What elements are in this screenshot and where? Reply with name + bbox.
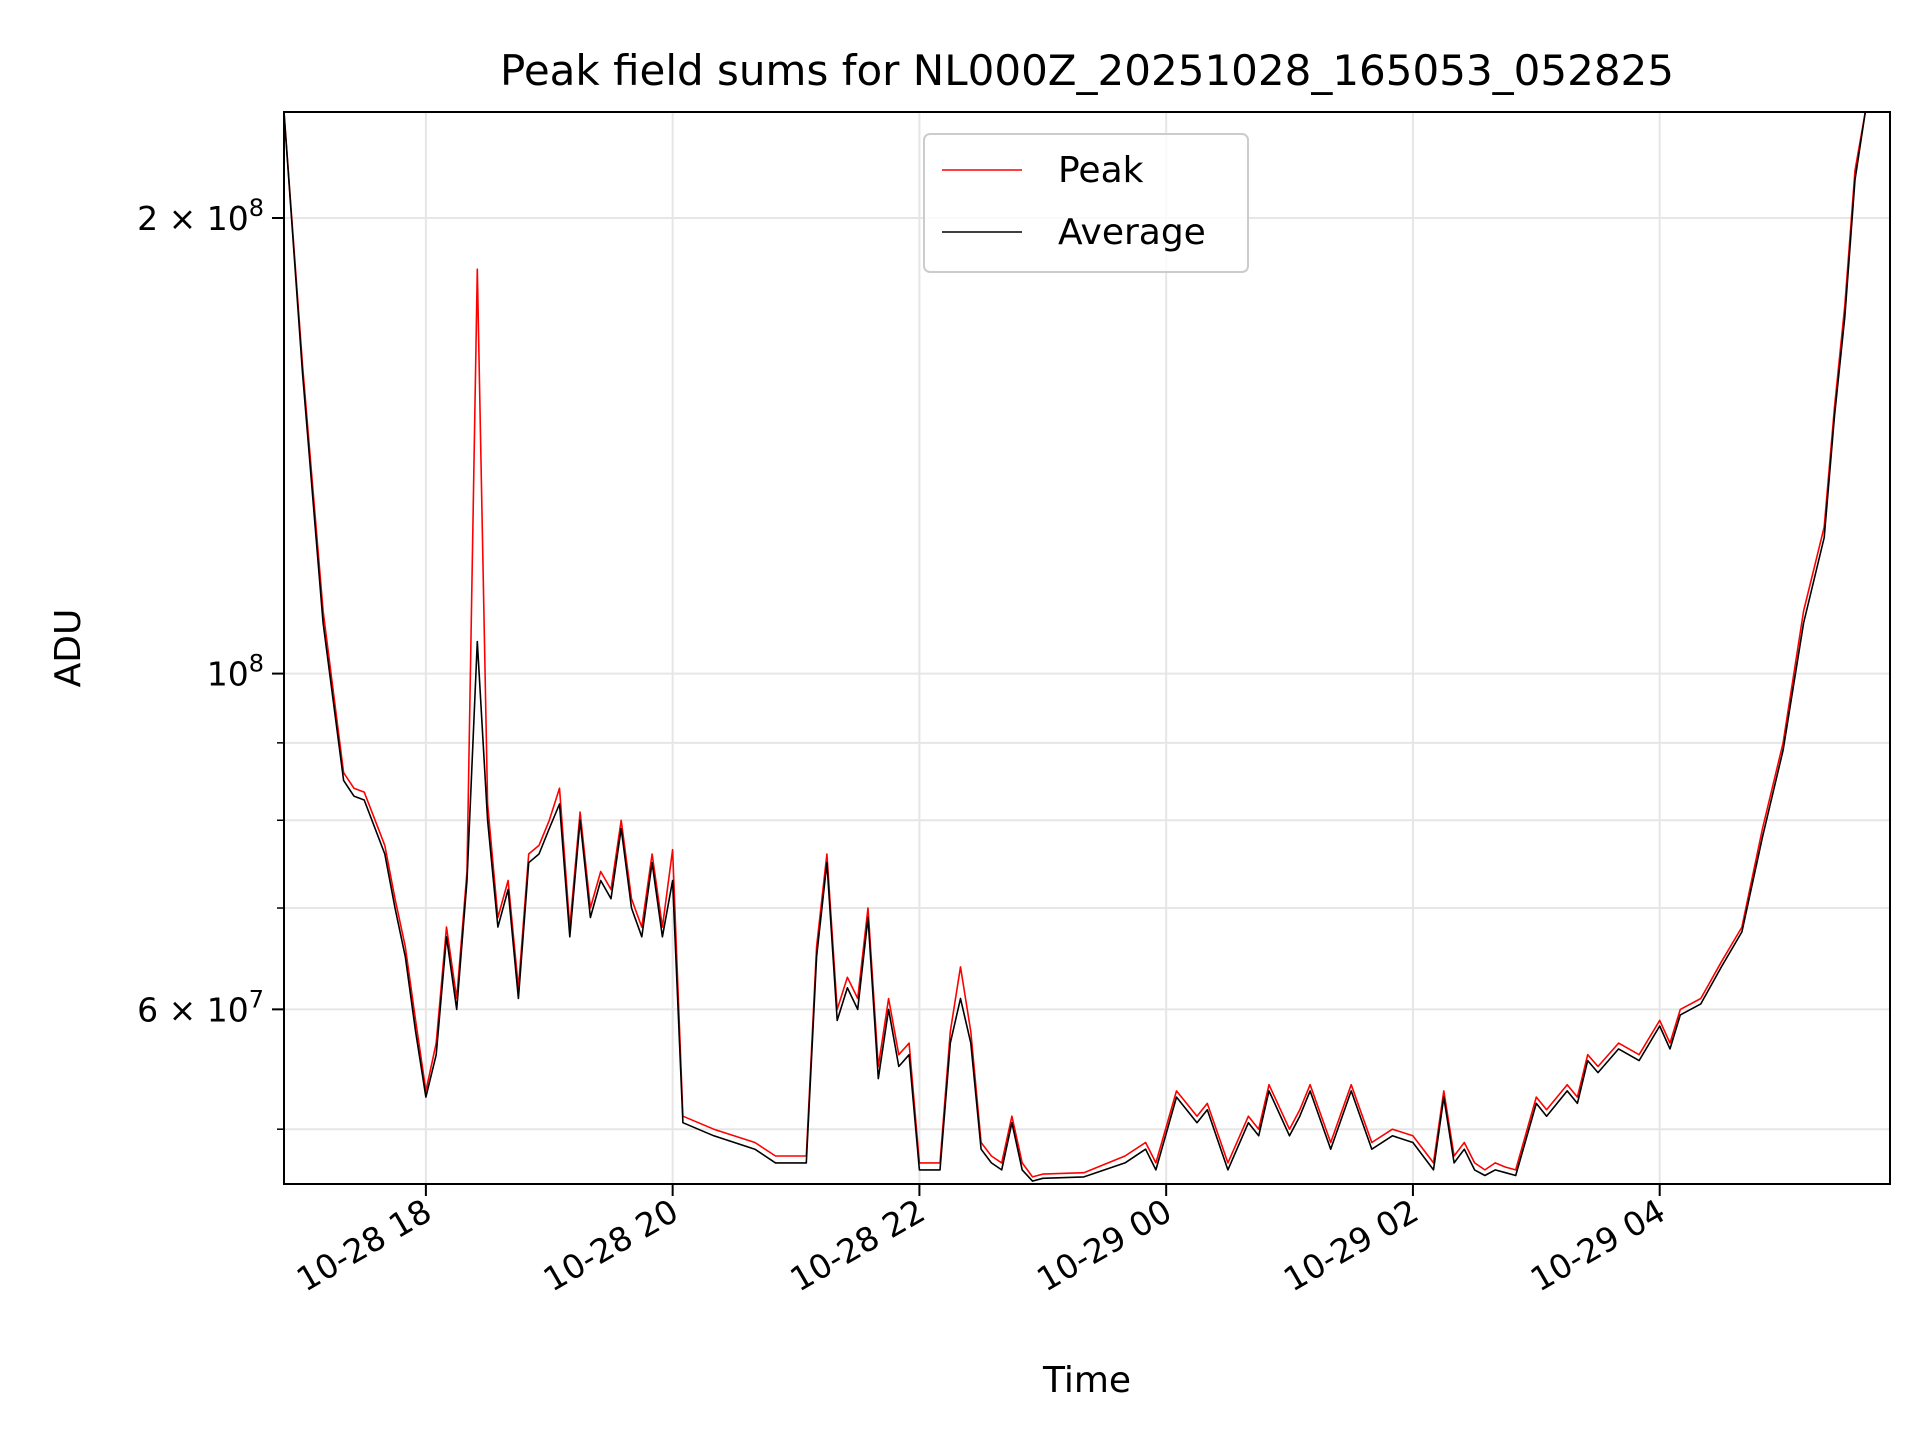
legend: Peak Average: [923, 133, 1249, 273]
y-tick-label: 6 × 107: [137, 985, 264, 1029]
grid: [284, 112, 1890, 1184]
x-tick-label: 10-28 20: [537, 1191, 685, 1299]
legend-box: [923, 133, 1249, 273]
y-tick-label: 108: [207, 650, 264, 694]
series-line-peak: [284, 112, 1867, 1178]
series-line-average: [284, 112, 1867, 1182]
x-axis-label: Time: [1042, 1360, 1131, 1401]
x-tick-label: 10-29 00: [1030, 1191, 1178, 1299]
plot-frame: [283, 111, 1891, 1185]
axis-ticks: 10-28 18 10-28 20 10-28 22 10-29 00 10-29 02…: [137, 194, 1672, 1299]
x-tick-label: 10-28 22: [783, 1191, 931, 1299]
x-tick-label: 10-29 04: [1524, 1191, 1672, 1299]
x-tick-label: 10-28 18: [290, 1191, 438, 1299]
legend-label-average: Average: [1058, 212, 1206, 253]
series-lines: [284, 112, 1867, 1182]
y-tick-label: 2 × 108: [137, 194, 264, 238]
x-tick-label: 10-29 02: [1277, 1191, 1425, 1299]
legend-label-peak: Peak: [1058, 150, 1144, 191]
y-axis-label: ADU: [48, 609, 89, 688]
chart-title: Peak field sums for NL000Z_20251028_1650…: [500, 46, 1674, 95]
